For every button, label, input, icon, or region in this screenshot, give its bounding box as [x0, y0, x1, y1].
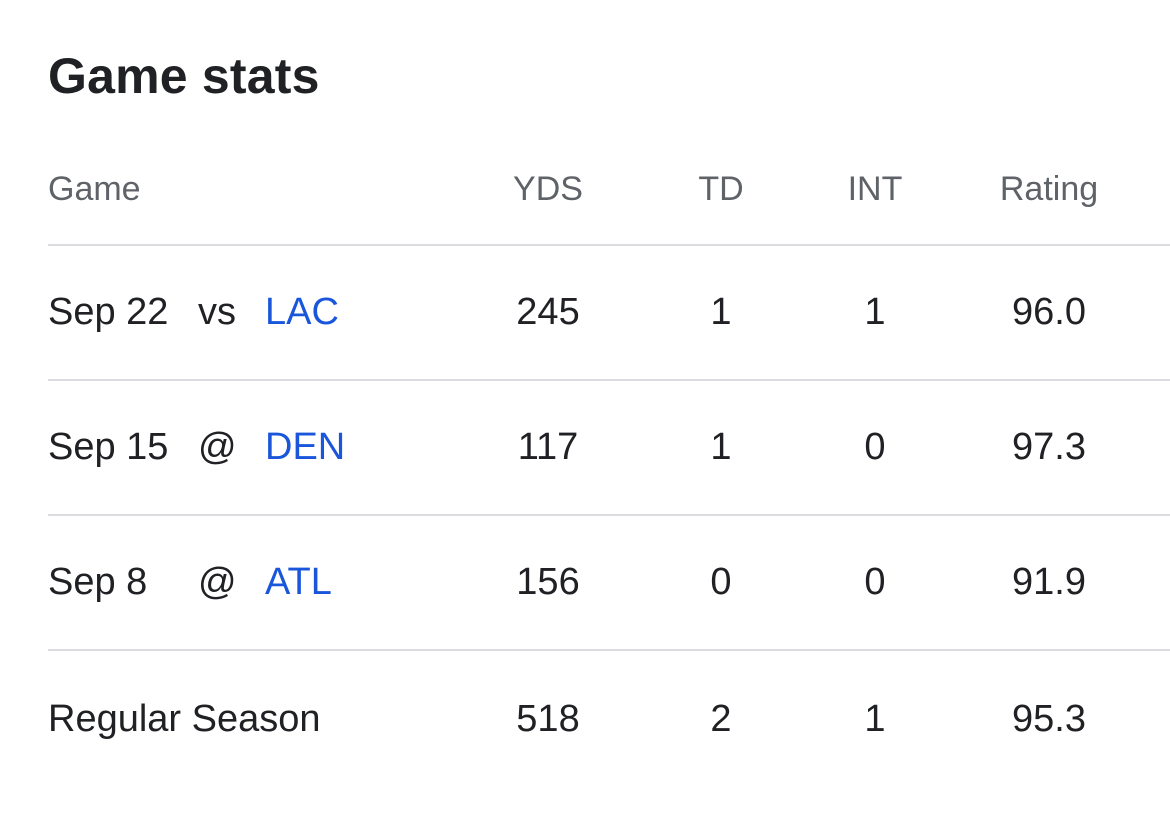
- game-location: vs: [198, 291, 236, 333]
- game-cell: Sep 22 vs LAC: [48, 246, 468, 379]
- game-location: @: [198, 561, 237, 603]
- game-cell: Sep 15 @ DEN: [48, 381, 468, 514]
- td-cell: 1: [710, 291, 732, 333]
- game-date: Sep 8: [48, 561, 148, 603]
- rating-cell: 95.3: [1012, 697, 1086, 740]
- table-row: Sep 22 vs LAC 245 1 1 96.0: [48, 246, 1170, 381]
- int-cell: 1: [864, 291, 886, 333]
- game-date: Sep 15: [48, 426, 169, 468]
- int-cell: 0: [864, 426, 886, 468]
- game-date: Sep 22: [48, 291, 169, 333]
- int-cell: 1: [864, 697, 886, 740]
- rating-cell: 96.0: [1012, 291, 1086, 333]
- table-row: Sep 15 @ DEN 117 1 0 97.3: [48, 381, 1170, 516]
- opponent-link[interactable]: ATL: [265, 561, 332, 603]
- table-row: Sep 8 @ ATL 156 0 0 91.9: [48, 516, 1170, 651]
- game-location: @: [198, 426, 237, 468]
- yds-cell: 156: [516, 561, 580, 603]
- column-header-rating: Rating: [999, 170, 1099, 208]
- td-cell: 1: [710, 426, 732, 468]
- opponent-link[interactable]: DEN: [265, 426, 346, 468]
- page-title: Game stats: [48, 48, 320, 104]
- td-cell: 0: [710, 561, 732, 603]
- stats-table: Game YDS TD INT Rating Sep 22 vs LAC 245…: [48, 150, 1170, 787]
- int-cell: 0: [864, 561, 886, 603]
- column-header-yds: YDS: [513, 170, 583, 208]
- td-cell: 2: [710, 697, 732, 740]
- column-header-td: TD: [698, 170, 744, 208]
- rating-cell: 97.3: [1012, 426, 1086, 468]
- game-stats-card: Game stats Game YDS TD INT Rating Sep 22…: [48, 0, 1170, 822]
- column-header-game: Game: [48, 170, 141, 208]
- yds-cell: 245: [516, 291, 580, 333]
- yds-cell: 518: [516, 697, 580, 740]
- game-cell: Sep 8 @ ATL: [48, 516, 468, 649]
- table-header-row: Game YDS TD INT Rating: [48, 150, 1170, 246]
- column-header-int: INT: [847, 170, 903, 208]
- season-label: Regular Season: [48, 697, 321, 740]
- table-row-total: Regular Season 518 2 1 95.3: [48, 651, 1170, 787]
- opponent-link[interactable]: LAC: [265, 291, 339, 333]
- rating-cell: 91.9: [1012, 561, 1086, 603]
- yds-cell: 117: [517, 426, 579, 468]
